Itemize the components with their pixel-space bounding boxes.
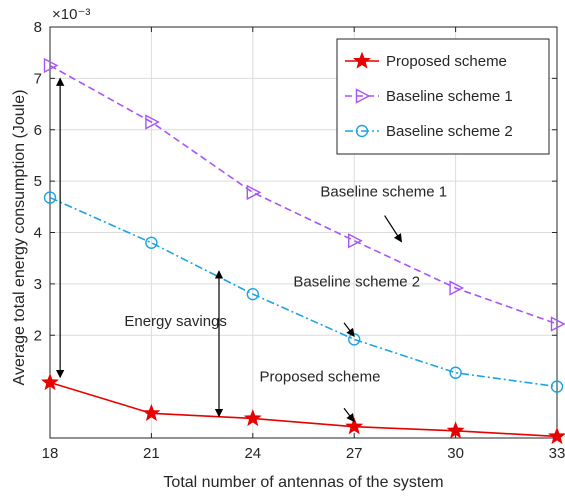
legend-label: Baseline scheme 1 bbox=[386, 88, 513, 105]
x-tick-label: 27 bbox=[346, 445, 363, 462]
x-tick-label: 33 bbox=[549, 445, 565, 462]
data-point-series-3 bbox=[550, 380, 564, 393]
data-point-series-1 bbox=[345, 417, 364, 435]
y-tick-label: 5 bbox=[34, 173, 42, 190]
axes: 18 21 24 27 30 33 2 3 4 5 6 7 8 ×10⁻³ Total number of … bbox=[11, 6, 565, 491]
y-tick-label: 6 bbox=[34, 122, 42, 139]
x-axis-label: Total number of antennas of the system bbox=[163, 474, 443, 491]
y-exponent-label: ×10⁻³ bbox=[52, 6, 90, 23]
data-point-series-1 bbox=[548, 427, 565, 445]
data-point-series-2 bbox=[246, 184, 262, 201]
data-point-series-3 bbox=[449, 366, 462, 379]
x-tick-label: 30 bbox=[447, 445, 464, 462]
data-point-series-3 bbox=[145, 236, 158, 249]
x-tick-label: 24 bbox=[244, 445, 261, 462]
data-point-series-1 bbox=[142, 403, 161, 421]
legend: Proposed scheme Baseline scheme 1 Baseline… bbox=[336, 38, 550, 155]
y-tick-label: 4 bbox=[34, 225, 42, 242]
data-point-series-1 bbox=[446, 421, 465, 439]
annotations: Baseline scheme 1 Baseline scheme 2 Propos… bbox=[55, 77, 447, 423]
annotation-arrow bbox=[384, 215, 403, 243]
y-tick-label: 7 bbox=[34, 70, 42, 87]
series-line-1 bbox=[49, 381, 558, 438]
series-line-3 bbox=[49, 196, 558, 388]
data-point-series-2 bbox=[145, 114, 160, 130]
data-point-series-3 bbox=[246, 287, 260, 301]
data-point-series-2 bbox=[449, 280, 465, 296]
y-tick-label: 8 bbox=[34, 19, 42, 36]
annotation-arrow bbox=[343, 322, 355, 337]
y-tick-label: 2 bbox=[34, 327, 42, 344]
legend-label: Proposed scheme bbox=[386, 53, 507, 70]
data-point-series-1 bbox=[41, 373, 59, 391]
y-axis-label: Average total energy consumption (Joule) bbox=[11, 90, 28, 386]
legend-marker-2 bbox=[355, 88, 371, 104]
annotation-arrow bbox=[343, 407, 355, 423]
data-point-series-2 bbox=[348, 233, 363, 249]
data-point-series-2 bbox=[550, 316, 565, 332]
x-tick-label: 21 bbox=[143, 445, 160, 462]
data-point-series-2 bbox=[43, 57, 59, 74]
annotation-label: Baseline scheme 2 bbox=[293, 273, 420, 290]
legend-marker-3 bbox=[355, 124, 369, 138]
data-point-series-1 bbox=[243, 409, 262, 427]
annotation-label: Baseline scheme 1 bbox=[320, 184, 447, 201]
data-point-series-3 bbox=[43, 191, 57, 204]
data-series bbox=[41, 57, 565, 445]
annotation-label: Energy savings bbox=[124, 313, 227, 330]
annotation-label: Proposed scheme bbox=[260, 368, 381, 385]
x-tick-label: 18 bbox=[42, 445, 59, 462]
legend-label: Baseline scheme 2 bbox=[386, 123, 513, 140]
y-tick-label: 3 bbox=[34, 276, 42, 293]
legend-marker-1 bbox=[353, 51, 371, 69]
